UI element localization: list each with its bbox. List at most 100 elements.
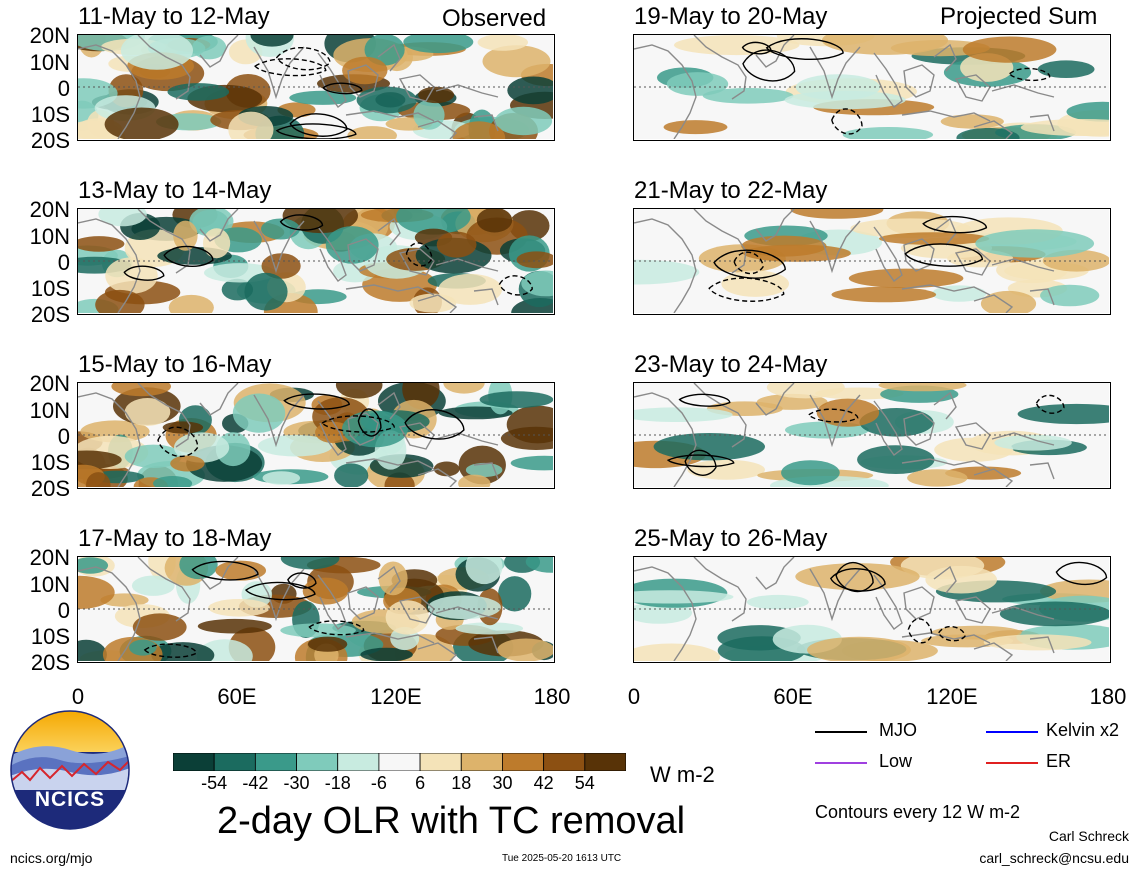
olr-anomaly-blob [167,83,230,101]
colorbar-swatch [172,752,215,772]
panel-title: 13-May to 14-May [78,177,272,204]
olr-anomaly-blob [443,383,485,394]
coastline [809,568,861,622]
kelvin-legend-line [986,731,1038,733]
coastline [417,642,458,661]
colorbar-swatch [460,752,503,772]
mjo-contour-positive [765,38,844,61]
coastline [435,258,499,272]
mjo-contour-positive [829,568,886,592]
olr-map-panel [633,208,1111,315]
olr-anomaly-blob [465,557,503,585]
ncics-logo: NCICS [10,710,130,830]
lon-label: 120E [370,684,422,709]
colorbar-swatches [172,752,627,772]
lat-label: 10S [30,624,70,649]
coastline [78,44,141,139]
lat-label: 20N [29,23,70,48]
coastline [78,392,141,487]
coastline [398,248,435,276]
olr-map [78,35,553,139]
coastline [954,74,991,102]
olr-anomaly-blob [124,398,171,426]
mjo-contour-positive [289,113,348,137]
coastline [903,586,935,620]
olr-anomaly-blob [208,599,270,617]
olr-anomaly-blob [409,293,457,313]
lon-label: 120E [926,684,978,709]
olr-anomaly-blob [1020,119,1109,136]
olr-anomaly-blob [663,120,728,135]
olr-anomaly-blob [173,220,198,251]
lon-label: 180 [1089,684,1127,709]
olr-anomaly-blob [687,459,765,480]
olr-map-panel [77,34,555,141]
panel-title: 17-May to 18-May [78,525,272,552]
coastline [933,391,957,420]
olr-anomaly-blob [721,270,789,297]
mjo-contour-positive [244,581,316,601]
mjo-contour-negative [807,408,859,423]
coastline [903,412,935,446]
coastline [199,557,239,590]
coastline [137,35,191,100]
panel-title: 25-May to 26-May [634,525,828,552]
olr-anomaly-blob [347,126,397,139]
mjo-contour-positive [279,214,324,231]
olr-map [634,35,1109,139]
colorbar-tick-label: 42 [533,773,554,793]
mjo-contour-positive [163,245,214,268]
coastline [435,84,499,98]
coastline [347,412,379,446]
lon-label: 60E [217,684,257,709]
olr-anomaly-blob [878,383,967,392]
olr-anomaly-blob [257,434,333,457]
olr-anomaly-blob [634,643,721,661]
mjo-contour-positive [123,265,165,281]
olr-anomaly-blob [940,114,1004,129]
coastline [634,566,697,661]
coastline [933,565,957,594]
olr-anomaly-blob [302,577,349,605]
olr-anomaly-blob [307,636,348,652]
colorbar-swatch [584,752,627,772]
olr-anomaly-blob [962,36,1057,63]
olr-anomaly-blob [925,565,997,594]
mjo-contour-negative [1008,67,1051,82]
coastline [398,422,435,450]
olr-anomaly-blob [907,469,968,487]
mjo-contour-positive [835,562,874,593]
lat-label: 20S [30,128,70,153]
colorbar-tick-label: -42 [242,773,269,793]
lat-label: 10S [30,450,70,475]
olr-anomaly-blob [356,86,417,114]
olr-anomaly-blob [162,421,204,434]
olr-anomaly-blob [455,622,524,635]
mjo-contour-positive [404,409,465,440]
coastline [473,636,499,654]
coastline [377,565,401,594]
lat-label: 0 [57,76,70,101]
olr-anomaly-blob [151,642,215,661]
footer-email[interactable]: carl_schreck@ncsu.edu [979,850,1129,866]
olr-anomaly-blob [261,218,300,240]
olr-anomaly-blob [132,613,187,641]
olr-anomaly-blob [78,575,115,609]
olr-anomaly-blob [228,111,274,139]
colorbar-tick-label: 30 [492,773,513,793]
projected-sum-header: Projected Sum [940,3,1098,30]
olr-anomaly-blob [525,557,553,573]
legend-label-er: ER [1046,751,1072,771]
olr-anomaly-blob [131,575,175,596]
panel-title: 23-May to 24-May [634,351,828,378]
lat-label: 10N [29,50,70,75]
colorbar [172,752,627,772]
footer-url[interactable]: ncics.org/mjo [10,850,93,866]
coastline [199,383,239,416]
olr-anomaly-blob [403,35,474,54]
coastline [1029,288,1055,306]
olr-anomaly-blob [482,45,551,78]
coastline [933,217,957,246]
colorbar-tick-label: -54 [201,773,228,793]
mjo-contour-negative [157,426,199,458]
